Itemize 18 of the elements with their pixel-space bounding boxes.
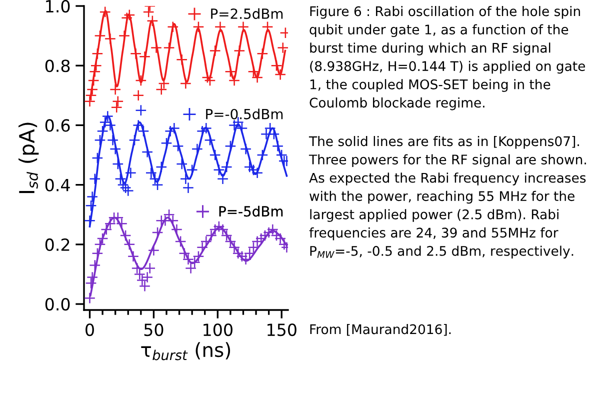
legend-label: P=-0.5dBm (206, 108, 283, 120)
y-tick-label: 1.0 (46, 0, 70, 13)
y-tick-label: 0.8 (45, 60, 70, 72)
x-tick-label: 0 (86, 323, 94, 336)
x-tick-label: 100 (204, 323, 232, 336)
legend-label: P=-5dBm (219, 206, 283, 217)
y-tick-label: 0.0 (45, 298, 70, 311)
x-tick-label: 50 (144, 323, 164, 336)
text: The solid lines are fits as in [Koppens07]. Three powers for the RF signal are shown. As expected the Rabi frequency increases with the power, reaching 55 MHz for the largest applied power (2.5 dBm). Rabi frequencies are 24, 39 and 55MHz for P$_{MW}$=-5, -0.5 and 2.5 dBm, respectively. (308, 136, 586, 258)
x-axis-title: τ$_{burst}$ (ns) (141, 342, 230, 360)
y-axis-title: I$_{sd}$ (pA) (18, 122, 39, 194)
y-tick-label: 0.6 (45, 119, 70, 132)
legend-label: P=2.5dBm (211, 8, 283, 20)
caption: Figure 6 : Rabi oscillation of the hole spin qubit under gate 1, as a function of the burst time during which an RF signal (8.938GHz, H=0.144 T) is applied on gate 1, the coupled MOS-SET being in the Coulomb blockade regime. (310, 6, 585, 110)
y-tick-label: 0.2 (45, 238, 70, 251)
text: From [Maurand2016]. (310, 324, 451, 336)
y-tick-label: 0.4 (45, 178, 70, 192)
x-tick-label: 150 (268, 323, 296, 336)
